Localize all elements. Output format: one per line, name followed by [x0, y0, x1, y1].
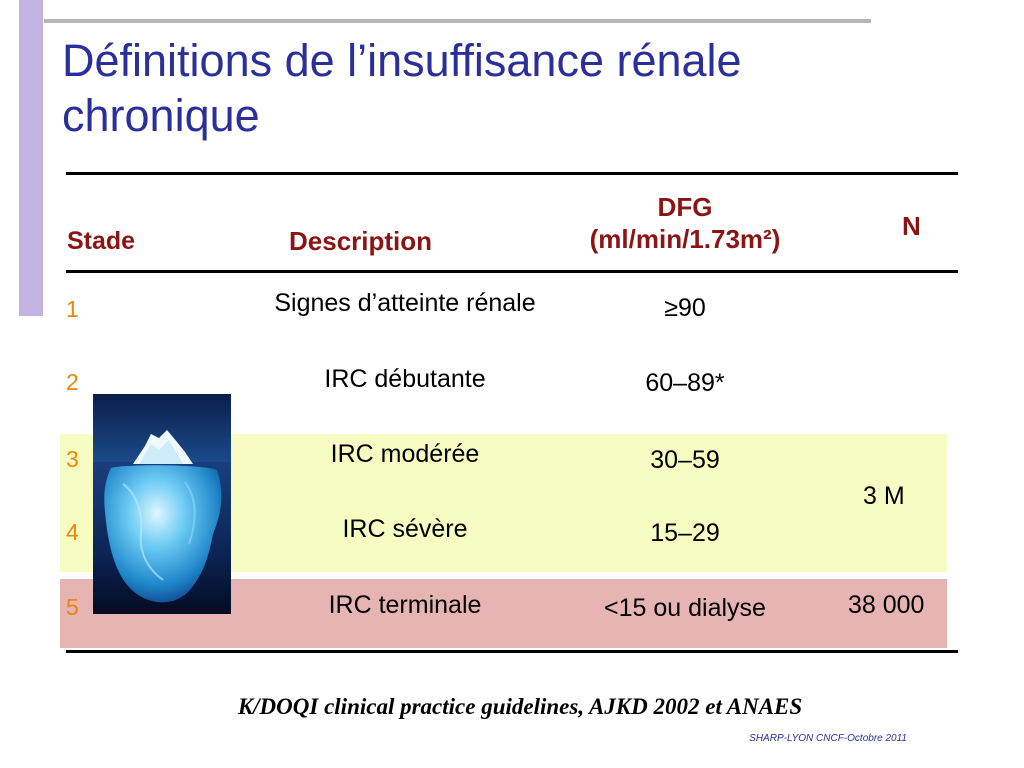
- dfg-stage-2: 60–89*: [645, 369, 725, 397]
- header-description: Description: [289, 226, 433, 256]
- table-header-rule: [66, 270, 958, 273]
- dfg-stage-4: 15–29: [650, 519, 720, 547]
- header-stade: Stade: [67, 227, 136, 255]
- stage-number-2: 2: [66, 369, 79, 395]
- n-value-stages-3-4: 3 M: [863, 482, 905, 510]
- description-stage-4: IRC sévère: [342, 515, 468, 543]
- n-value-stage-5: 38 000: [848, 591, 925, 619]
- iceberg-image: [93, 394, 231, 614]
- dfg-stage-1: ≥90: [664, 294, 706, 322]
- stage-number-5: 5: [66, 594, 79, 620]
- slide-title-line1: Définitions de l’insuffisance rénale: [62, 35, 742, 86]
- footer-text: SHARP-LYON CNCF-Octobre 2011: [749, 733, 907, 744]
- header-n: N: [902, 211, 921, 241]
- stage-number-1: 1: [66, 296, 79, 322]
- header-dfg-line1: DFG: [657, 192, 713, 222]
- header-dfg-line2: (ml/min/1.73m²): [589, 224, 781, 254]
- slide-title-line2: chronique: [62, 90, 260, 141]
- table-top-rule: [66, 172, 958, 175]
- description-stage-2: IRC débutante: [324, 365, 486, 393]
- stage-number-4: 4: [66, 519, 79, 545]
- decorative-top-rule: [44, 19, 871, 23]
- table-bottom-rule: [66, 650, 958, 653]
- description-stage-3: IRC modérée: [330, 440, 480, 468]
- decorative-left-bar: [19, 0, 43, 316]
- description-stage-1: Signes d’atteinte rénale: [274, 289, 536, 317]
- slide-title: Définitions de l’insuffisance rénale chr…: [62, 33, 962, 143]
- description-stage-5: IRC terminale: [328, 591, 482, 619]
- dfg-stage-3: 30–59: [650, 446, 720, 474]
- dfg-stage-5: <15 ou dialyse: [604, 594, 766, 622]
- stage-number-3: 3: [66, 446, 79, 472]
- header-dfg: DFG (ml/min/1.73m²): [560, 191, 810, 255]
- citation-text: K/DOQI clinical practice guidelines, AJK…: [237, 694, 803, 719]
